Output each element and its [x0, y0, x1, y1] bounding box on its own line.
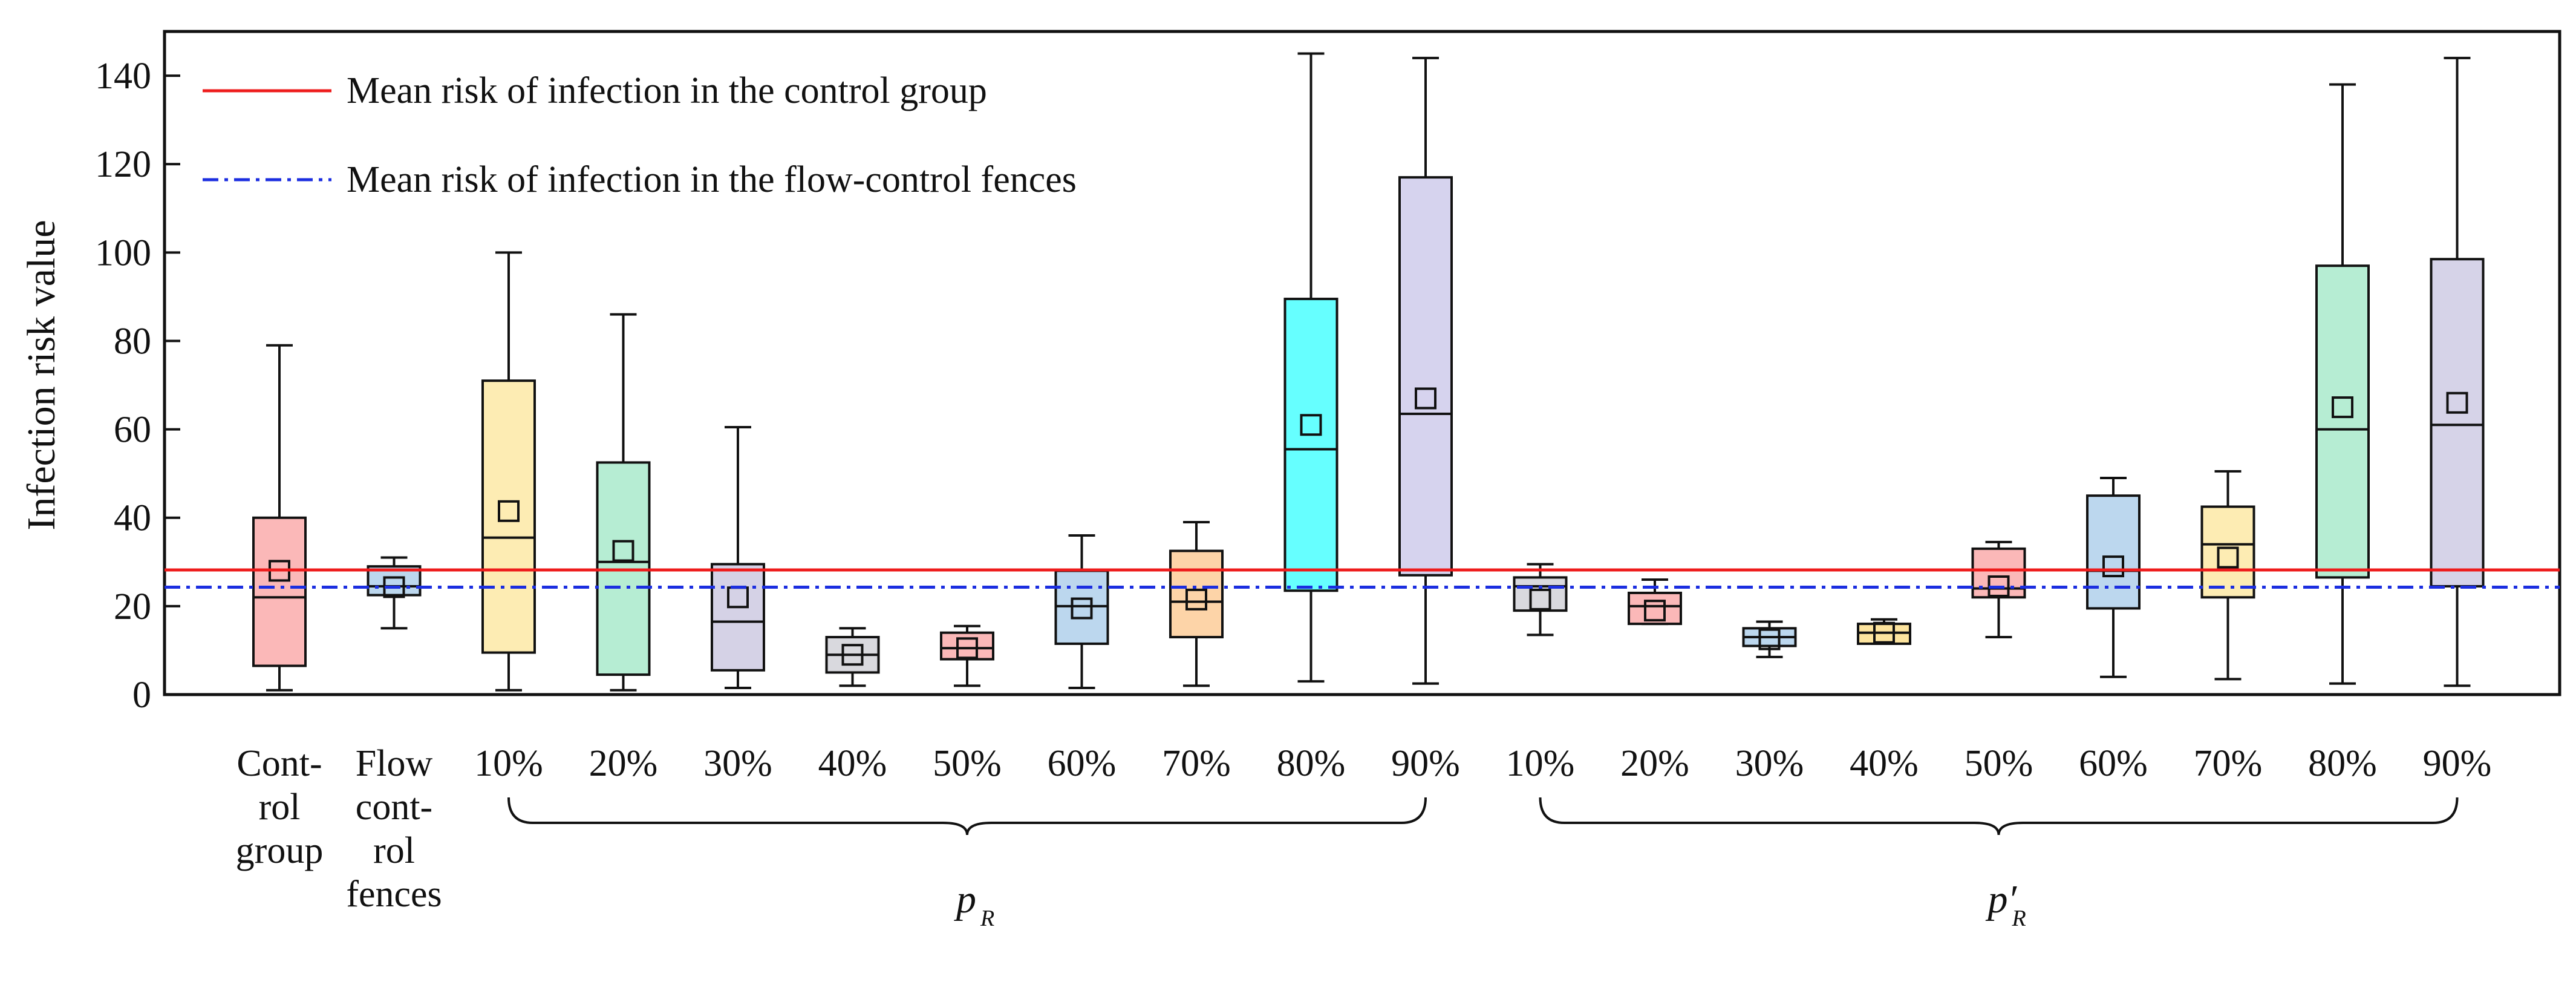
y-tick-label: 80 [114, 321, 151, 362]
x-category-label: 40% [818, 743, 887, 784]
y-tick-label: 100 [95, 232, 151, 273]
x-category-label: 10% [474, 743, 543, 784]
y-tick-label: 0 [132, 675, 151, 716]
mean-marker [1873, 621, 1895, 644]
x-category-label: 10% [1506, 743, 1575, 784]
box-5 [711, 425, 765, 690]
x-category-label: rol [373, 830, 415, 871]
mean-marker [383, 576, 405, 598]
y-tick-label: 120 [95, 144, 151, 185]
x-category-label: 20% [589, 743, 658, 784]
legend-label-fences: Mean risk of infection in the flow-contr… [347, 159, 1077, 200]
mean-marker [956, 637, 978, 659]
mean-marker [1071, 597, 1093, 620]
box-body [1169, 549, 1224, 639]
box-16 [1971, 540, 2026, 639]
box-body [1398, 176, 1453, 577]
mean-marker [498, 500, 520, 522]
box-1 [252, 344, 307, 692]
x-category-label: 60% [2079, 743, 2148, 784]
group-label-2: p′ [1986, 877, 2018, 921]
legend-label-control: Mean risk of infection in the control gr… [347, 70, 987, 111]
box-10 [1283, 52, 1339, 683]
mean-marker [2332, 396, 2353, 419]
box-body [1628, 591, 1682, 626]
x-category-label: 30% [703, 743, 772, 784]
x-category-label: 70% [2194, 743, 2263, 784]
box-body [1513, 576, 1568, 612]
box-body [1971, 547, 2026, 599]
axes: 0 20 40 60 80 100 120 140 [95, 30, 2561, 716]
group-brace-2 [1539, 797, 2459, 836]
y-tick-label: 140 [95, 56, 151, 97]
mean-marker [1415, 387, 1436, 410]
box-9 [1169, 521, 1224, 687]
box-14 [1742, 620, 1797, 658]
box-18 [2200, 470, 2255, 681]
box-15 [1857, 618, 1911, 645]
y-axis-label: Infection risk value [19, 220, 64, 530]
box-series [252, 52, 2485, 692]
box-19 [2315, 83, 2370, 685]
box-body [1283, 298, 1339, 592]
box-body [2430, 258, 2485, 587]
x-category-label: 30% [1735, 743, 1804, 784]
y-tick-label: 60 [114, 410, 151, 451]
x-category-label: group [236, 830, 324, 871]
x-category-label: Flow [356, 743, 433, 784]
mean-marker [1300, 414, 1322, 436]
group-brace-1 [507, 797, 1427, 836]
box-12 [1513, 563, 1568, 636]
box-6 [825, 627, 880, 687]
mean-marker [1758, 628, 1781, 650]
legend: Mean risk of infection in the control gr… [203, 70, 1077, 200]
x-category-label: 50% [1965, 743, 2033, 784]
x-category-label: rol [259, 787, 301, 828]
x-category-label: fences [346, 874, 442, 915]
box-3 [481, 251, 536, 692]
x-category-label: 80% [1277, 743, 1346, 784]
group-label-subscript-1: R [980, 906, 994, 931]
box-body [2200, 505, 2255, 599]
mean-marker [1644, 600, 1666, 622]
x-category-label: 80% [2308, 743, 2377, 784]
box-body [2086, 494, 2141, 610]
mean-marker [2217, 546, 2239, 569]
group-label-subscript-2: R [2012, 906, 2026, 931]
mean-marker [612, 540, 634, 562]
box-body [940, 631, 994, 661]
box-body [2315, 264, 2370, 579]
x-category-label: 50% [933, 743, 1002, 784]
mean-marker [1185, 588, 1207, 610]
box-body [481, 379, 536, 654]
box-20 [2430, 56, 2485, 687]
x-category-label: 20% [1620, 743, 1689, 784]
x-category-label: 70% [1162, 743, 1231, 784]
x-category-label: Cont- [236, 743, 322, 784]
x-category-label: 90% [2423, 743, 2492, 784]
box-body [252, 516, 307, 667]
plot-frame [163, 30, 2561, 696]
y-tick-label: 20 [114, 586, 151, 627]
mean-marker [1529, 588, 1551, 610]
mean-marker [841, 644, 864, 666]
box-body [711, 563, 765, 672]
box-7 [940, 624, 994, 687]
y-tick-label: 40 [114, 498, 151, 539]
x-category-label: 90% [1391, 743, 1460, 784]
reference-lines [165, 568, 2560, 589]
box-13 [1628, 578, 1682, 626]
x-category-label: 60% [1048, 743, 1117, 784]
x-category-label: cont- [356, 787, 432, 828]
x-category-label: 40% [1850, 743, 1919, 784]
mean-marker [2446, 391, 2468, 414]
box-8 [1054, 534, 1109, 690]
mean-marker [2102, 555, 2124, 578]
box-11 [1398, 56, 1453, 685]
group-label-1: p [954, 877, 976, 921]
